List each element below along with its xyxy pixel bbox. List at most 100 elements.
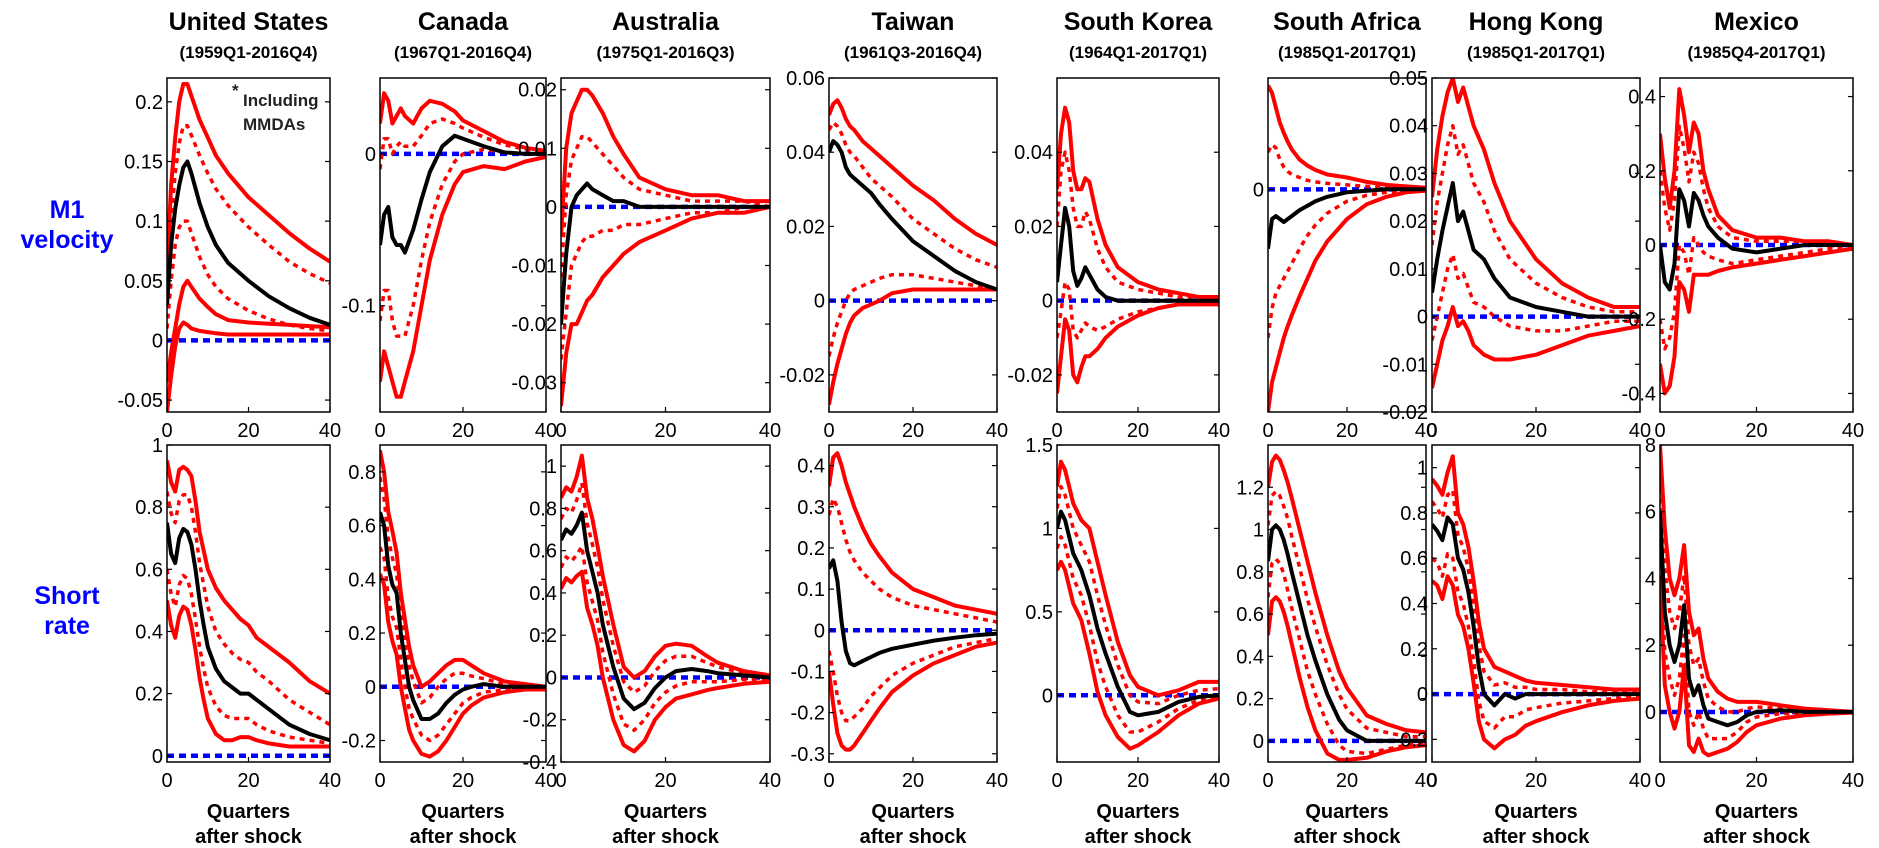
x-tick-label: 40 <box>1415 420 1437 442</box>
x-axis-label: after shock <box>1085 826 1193 848</box>
band-line <box>1660 246 1853 396</box>
band-line <box>380 450 546 689</box>
y-tick-label: 0.03 <box>1389 163 1428 185</box>
y-tick-label: 0.05 <box>124 271 163 293</box>
y-tick-label: 0 <box>546 197 557 219</box>
y-tick-label: 0.4 <box>1400 594 1428 616</box>
y-tick-label: -0.02 <box>1382 402 1428 424</box>
y-tick-label: 0.6 <box>1236 604 1264 626</box>
point-estimate-line <box>1268 523 1426 743</box>
band-line <box>829 120 997 269</box>
x-tick-label: 40 <box>1842 770 1864 792</box>
x-tick-label: 20 <box>1525 770 1547 792</box>
y-tick-label: 8 <box>1645 435 1656 457</box>
y-tick-label: -0.2 <box>342 731 376 753</box>
x-tick-label: 40 <box>319 770 341 792</box>
band-line <box>1268 187 1426 339</box>
point-estimate-line <box>561 510 770 712</box>
y-tick-label: 0.4 <box>348 569 376 591</box>
band-line <box>380 154 546 399</box>
y-tick-label: 1.5 <box>1025 435 1053 457</box>
country-title: Mexico <box>1714 8 1799 36</box>
band-line <box>561 453 770 680</box>
point-estimate-line <box>1660 187 1853 292</box>
panel-south-africa-short-rate: 0 0.2 0.4 0.6 0.8 1 1.2 0 20 40 Quarters after shoc… <box>1236 444 1437 848</box>
sample-period: (1985Q4-2017Q1) <box>1688 43 1826 62</box>
point-estimate-line <box>380 511 546 721</box>
point-estimate-line <box>167 159 330 327</box>
x-tick-label: 20 <box>237 420 259 442</box>
y-tick-label: 0 <box>1253 731 1264 753</box>
x-tick-label: 40 <box>535 770 557 792</box>
y-tick-label: -0.02 <box>779 365 825 387</box>
band-line <box>1432 488 1640 694</box>
row-label-rate: rate <box>44 612 90 640</box>
band-line <box>167 219 330 333</box>
y-tick-label: 0.2 <box>135 92 163 114</box>
band-line <box>561 569 770 754</box>
country-title: Canada <box>418 8 509 36</box>
x-tick-label: 0 <box>823 770 834 792</box>
sample-period: (1959Q1-2016Q4) <box>180 43 318 62</box>
row-label-velocity: velocity <box>20 226 113 254</box>
band-line <box>1660 124 1853 247</box>
band-line <box>1432 305 1640 389</box>
y-tick-label: 0.02 <box>786 216 825 238</box>
y-tick-label: -0.02 <box>1007 365 1053 387</box>
band-line <box>1057 105 1219 299</box>
y-tick-label: 0.02 <box>1014 216 1053 238</box>
sample-period: (1967Q1-2016Q4) <box>394 43 532 62</box>
x-tick-label: 40 <box>535 420 557 442</box>
point-estimate-line <box>1432 181 1640 319</box>
panel-hong-kong-short-rate: -0.2 0 0.2 0.4 0.6 0.8 1 0 20 40 Quarters after sho… <box>1394 444 1651 848</box>
y-tick-label: -0.2 <box>791 703 825 725</box>
x-tick-label: 20 <box>1745 420 1767 442</box>
y-tick-label: 0.1 <box>797 579 825 601</box>
sample-period: (1961Q3-2016Q4) <box>844 43 982 62</box>
x-tick-label: 20 <box>1127 770 1149 792</box>
band-line <box>380 117 546 170</box>
x-tick-label: 0 <box>161 420 172 442</box>
x-tick-label: 20 <box>902 420 924 442</box>
y-tick-label: 0.2 <box>348 623 376 645</box>
point-estimate-line <box>1432 515 1640 708</box>
band-line <box>167 82 330 269</box>
band-line <box>1660 235 1853 351</box>
country-title: Taiwan <box>872 8 955 36</box>
country-title: Hong Kong <box>1469 8 1604 36</box>
point-estimate-line <box>1268 187 1426 249</box>
band-line <box>1432 252 1640 341</box>
y-tick-label: 0.2 <box>135 684 163 706</box>
x-axis-label: Quarters <box>1494 801 1577 823</box>
y-tick-label: 0.2 <box>1236 689 1264 711</box>
band-line <box>561 205 770 360</box>
x-axis-label: after shock <box>612 826 720 848</box>
y-tick-label: 0.8 <box>348 462 376 484</box>
panel-mexico-m1-velocity: Mexico (1985Q4-2017Q1) -0.4 -0.2 0 0.2 0.4 0 20 4… <box>1622 8 1865 442</box>
note-text: MMDAs <box>243 115 305 134</box>
y-tick-label: 0.15 <box>124 152 163 174</box>
point-estimate-line <box>380 133 546 255</box>
y-tick-label: -0.2 <box>1622 309 1656 331</box>
x-tick-label: 0 <box>1262 770 1273 792</box>
y-tick-label: 0.04 <box>786 142 825 164</box>
band-line <box>167 278 330 383</box>
point-estimate-line <box>829 139 997 292</box>
x-tick-label: 0 <box>374 420 385 442</box>
y-tick-label: 0.05 <box>1389 68 1428 90</box>
x-axis-label: Quarters <box>1715 801 1798 823</box>
panel-mexico-short-rate: 0 2 4 6 8 0 20 40 Quarters after shock <box>1645 435 1864 848</box>
x-tick-label: 40 <box>1842 420 1864 442</box>
y-tick-label: 0 <box>1042 291 1053 313</box>
y-tick-label: 0 <box>1417 684 1428 706</box>
y-tick-label: 0.2 <box>797 538 825 560</box>
x-tick-label: 20 <box>654 770 676 792</box>
panel-south-africa-m1-velocity: South Africa (1985Q1-2017Q1) 0 0 20 40 <box>1253 8 1437 442</box>
x-tick-label: 0 <box>1262 420 1273 442</box>
band-line <box>1057 535 1219 734</box>
x-tick-label: 20 <box>654 420 676 442</box>
band-line <box>1057 459 1219 698</box>
band-line <box>1268 143 1426 192</box>
panel-taiwan-m1-velocity: Taiwan (1961Q3-2016Q4) -0.02 0 0.02 0.04 0.06 0… <box>779 8 1008 442</box>
country-title: Australia <box>612 8 720 36</box>
